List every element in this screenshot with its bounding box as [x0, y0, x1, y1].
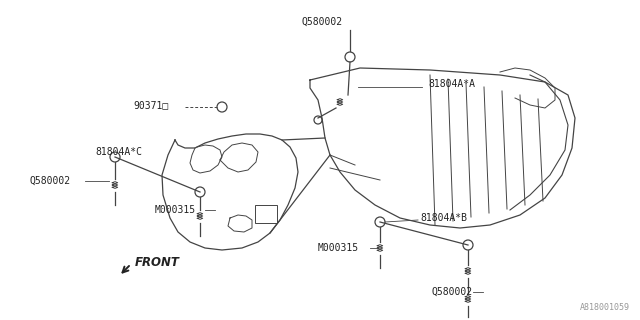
Text: Q580002: Q580002 [432, 287, 473, 297]
Text: Q580002: Q580002 [30, 176, 71, 186]
Text: FRONT: FRONT [135, 255, 180, 268]
Text: Q580002: Q580002 [302, 17, 343, 27]
Text: 90371□: 90371□ [133, 100, 168, 110]
Text: M000315: M000315 [155, 205, 196, 215]
Text: 81804A*B: 81804A*B [420, 213, 467, 223]
Bar [255, 205, 277, 223]
Text: M000315: M000315 [318, 243, 359, 253]
Text: A818001059: A818001059 [580, 303, 630, 312]
Text: 81804A*C: 81804A*C [95, 147, 142, 157]
Text: 81804A*A: 81804A*A [428, 79, 475, 89]
